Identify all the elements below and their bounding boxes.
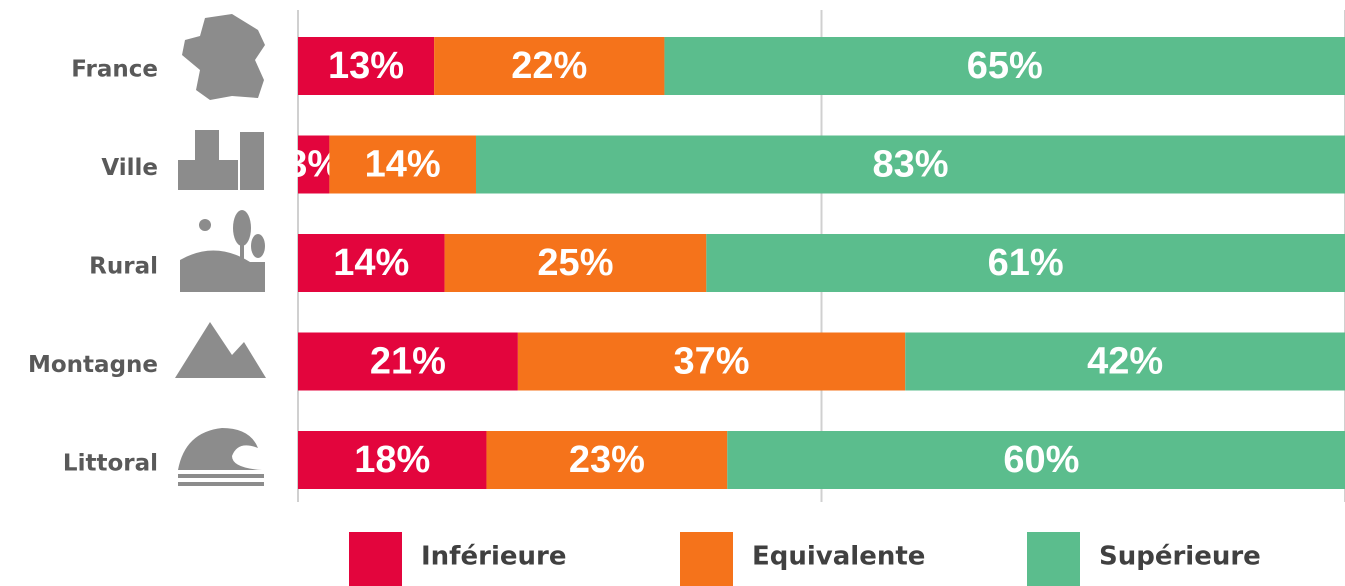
value-label: 61%: [988, 242, 1064, 284]
value-label: 37%: [674, 341, 750, 383]
value-label: 42%: [1087, 341, 1163, 383]
bar-segment: [664, 37, 1345, 95]
bar-segment: [434, 37, 665, 95]
value-label: 14%: [333, 242, 409, 284]
icon-littoral: [178, 428, 264, 486]
bar-segment: [298, 431, 487, 489]
legend-label: Equivalente: [752, 542, 925, 572]
bar-segment: [706, 234, 1345, 292]
icons: [175, 14, 266, 486]
icon-montagne: [175, 322, 266, 378]
bar-segment: [298, 37, 435, 95]
category-label: Rural: [89, 254, 158, 280]
value-label: 18%: [354, 439, 430, 481]
value-label: 65%: [967, 45, 1043, 87]
icon-ville: [178, 130, 264, 190]
category-label: Montagne: [28, 352, 158, 378]
bar-segment: [298, 234, 445, 292]
bar-segment: [475, 135, 1345, 194]
category-label: France: [71, 57, 158, 83]
legend-swatch: [349, 532, 402, 586]
bar-segment: [444, 234, 707, 292]
icon-rural: [180, 210, 265, 292]
value-label: 21%: [370, 341, 446, 383]
bar-segment: [517, 332, 906, 391]
value-label: 23%: [569, 439, 645, 481]
legend-label: Inférieure: [421, 542, 566, 572]
category-label: Ville: [101, 155, 158, 181]
legend-label: Supérieure: [1099, 542, 1261, 572]
category-label: Littoral: [63, 451, 158, 477]
bar-segment: [727, 431, 1345, 489]
value-label: 22%: [511, 45, 587, 87]
value-label: 83%: [872, 144, 948, 186]
bar-segment: [905, 332, 1345, 391]
bar-segment: [329, 135, 476, 194]
value-label: 13%: [328, 45, 404, 87]
bar-segment: [298, 135, 330, 194]
bar-segment: [486, 431, 728, 489]
bar-segment: [298, 332, 518, 391]
value-label: 60%: [1003, 439, 1079, 481]
value-label: 14%: [365, 144, 441, 186]
legend-swatch: [680, 532, 733, 586]
value-label: 25%: [537, 242, 613, 284]
legend-swatch: [1027, 532, 1080, 586]
icon-france: [182, 14, 265, 100]
